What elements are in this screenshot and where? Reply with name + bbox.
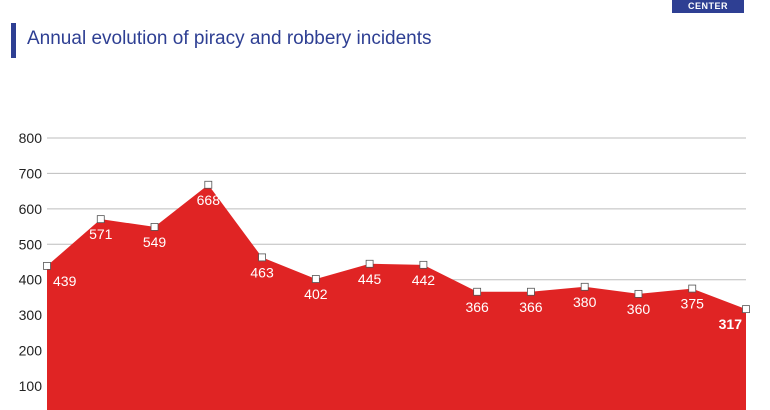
data-label: 366 xyxy=(465,299,489,315)
data-label: 366 xyxy=(519,299,543,315)
data-label: 442 xyxy=(412,272,436,288)
data-point-marker xyxy=(150,223,159,231)
y-tick-label: 100 xyxy=(19,378,43,394)
data-labels: 439 571 549 668 463 402 445 442 366 366 380 360 375 3… xyxy=(53,192,742,332)
y-tick-label: 700 xyxy=(19,165,43,181)
data-point-marker xyxy=(43,261,51,270)
center-badge: CENTER xyxy=(672,0,744,13)
chart-title: Annual evolution of piracy and robbery i… xyxy=(27,28,432,49)
data-label: 317 xyxy=(719,316,743,332)
data-label: 360 xyxy=(627,301,651,317)
data-point-marker xyxy=(258,253,266,262)
data-point-marker xyxy=(365,259,374,268)
data-label: 375 xyxy=(681,296,705,312)
data-point-marker xyxy=(96,215,105,224)
incidents-area xyxy=(47,184,746,410)
data-label: 571 xyxy=(89,226,113,242)
y-tick-label: 800 xyxy=(19,130,43,146)
data-label: 445 xyxy=(358,271,382,287)
y-axis-ticks: 100 200 300 400 500 600 700 800 xyxy=(19,130,43,394)
data-point-marker xyxy=(527,287,535,296)
data-label: 668 xyxy=(197,192,221,208)
y-tick-label: 300 xyxy=(19,307,43,323)
y-tick-label: 200 xyxy=(19,343,43,359)
title-accent-bar xyxy=(11,23,16,58)
data-point-marker xyxy=(419,260,428,269)
data-point-marker xyxy=(311,275,320,283)
data-label: 380 xyxy=(573,294,597,310)
y-tick-label: 400 xyxy=(19,272,43,288)
data-label: 439 xyxy=(53,273,77,289)
data-point-marker xyxy=(688,284,697,293)
y-tick-label: 600 xyxy=(19,201,43,217)
data-label: 402 xyxy=(304,286,328,302)
data-label: 549 xyxy=(143,234,167,250)
data-markers xyxy=(43,180,750,314)
data-point-marker xyxy=(580,282,589,291)
data-point-marker xyxy=(204,180,213,189)
data-point-marker xyxy=(634,289,643,298)
data-label: 463 xyxy=(250,264,274,280)
data-point-marker xyxy=(473,287,482,296)
y-tick-label: 500 xyxy=(19,236,43,252)
data-point-marker xyxy=(742,305,750,314)
